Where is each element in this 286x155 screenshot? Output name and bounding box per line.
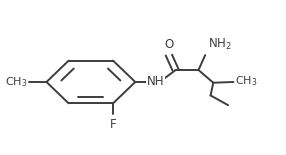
Text: O: O bbox=[164, 38, 174, 51]
Text: F: F bbox=[110, 117, 116, 131]
Text: NH: NH bbox=[147, 75, 164, 89]
Text: NH$_2$: NH$_2$ bbox=[208, 37, 232, 52]
Text: CH$_3$: CH$_3$ bbox=[235, 74, 257, 88]
Text: CH$_3$: CH$_3$ bbox=[5, 75, 28, 89]
